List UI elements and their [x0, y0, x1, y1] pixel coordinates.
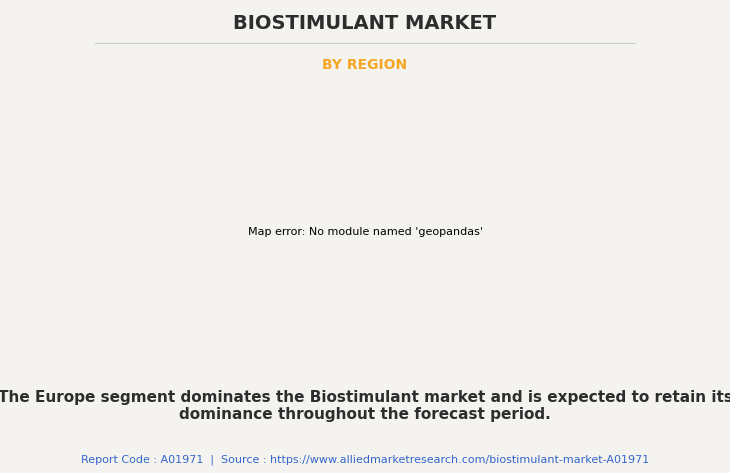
Text: BIOSTIMULANT MARKET: BIOSTIMULANT MARKET	[234, 15, 496, 34]
Text: Map error: No module named 'geopandas': Map error: No module named 'geopandas'	[247, 227, 483, 237]
Text: The Europe segment dominates the Biostimulant market and is expected to retain i: The Europe segment dominates the Biostim…	[0, 390, 730, 422]
Text: Report Code : A01971  |  Source : https://www.alliedmarketresearch.com/biostimul: Report Code : A01971 | Source : https://…	[81, 454, 649, 464]
Text: BY REGION: BY REGION	[323, 58, 407, 72]
